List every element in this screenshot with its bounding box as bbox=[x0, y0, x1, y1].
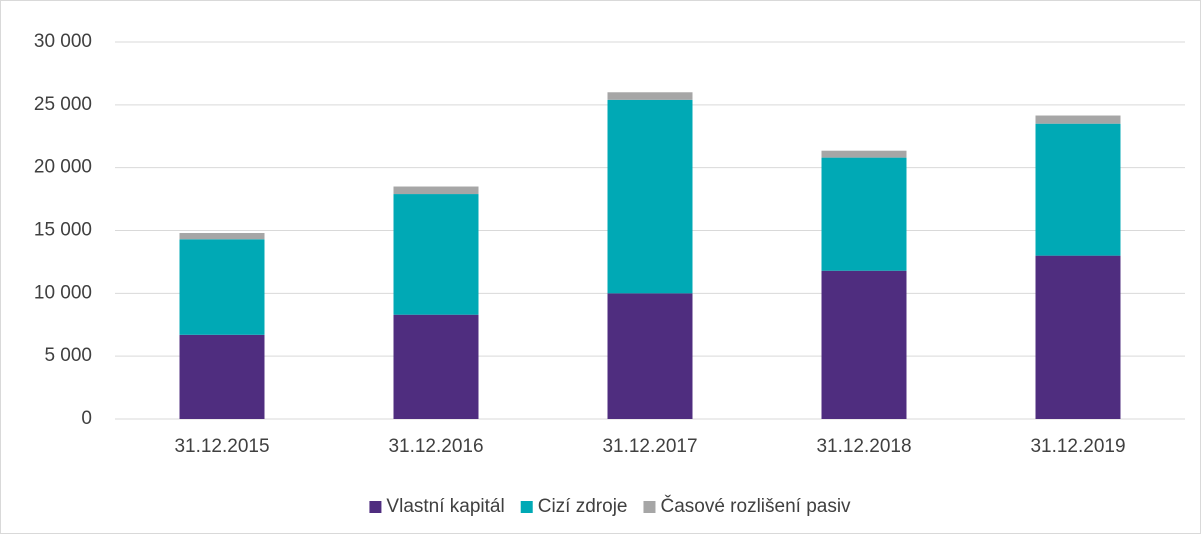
bar-segment bbox=[393, 314, 479, 419]
legend: Vlastní kapitál Cizí zdroje Časové rozliše… bbox=[369, 495, 851, 517]
bar-segment bbox=[821, 150, 907, 158]
bar-segment bbox=[821, 270, 907, 419]
x-tick-label: 31.12.2017 bbox=[602, 436, 697, 457]
x-tick-label: 31.12.2019 bbox=[1030, 436, 1125, 457]
y-tick-label: 0 bbox=[81, 408, 92, 429]
y-tick-label: 20 000 bbox=[34, 157, 92, 178]
bar-segment bbox=[179, 239, 265, 335]
y-tick-label: 10 000 bbox=[34, 282, 92, 303]
legend-label: Časové rozlišení pasiv bbox=[660, 495, 851, 517]
bar-segment bbox=[607, 99, 693, 294]
bar-segment bbox=[607, 92, 693, 100]
bar-segment bbox=[179, 233, 265, 240]
x-tick-label: 31.12.2016 bbox=[388, 436, 483, 457]
legend-swatch bbox=[369, 501, 382, 513]
y-tick-label: 30 000 bbox=[34, 31, 92, 52]
legend-swatch bbox=[643, 501, 656, 513]
bar-segment bbox=[821, 157, 907, 271]
bar-segment bbox=[1035, 123, 1121, 256]
x-tick-label: 31.12.2015 bbox=[174, 436, 269, 457]
y-tick-label: 5 000 bbox=[44, 345, 92, 366]
bar-segment bbox=[179, 334, 265, 419]
x-tick-label: 31.12.2018 bbox=[816, 436, 911, 457]
bar-segment bbox=[607, 293, 693, 419]
y-tick-label: 15 000 bbox=[34, 220, 92, 241]
legend-swatch bbox=[520, 501, 533, 513]
bar-segment bbox=[1035, 115, 1121, 124]
bar-segment bbox=[393, 186, 479, 195]
bar-segment bbox=[393, 194, 479, 315]
bar-segment bbox=[1035, 255, 1121, 419]
y-tick-label: 25 000 bbox=[34, 94, 92, 115]
legend-label: Cizí zdroje bbox=[538, 496, 628, 517]
legend-label: Vlastní kapitál bbox=[386, 496, 504, 517]
